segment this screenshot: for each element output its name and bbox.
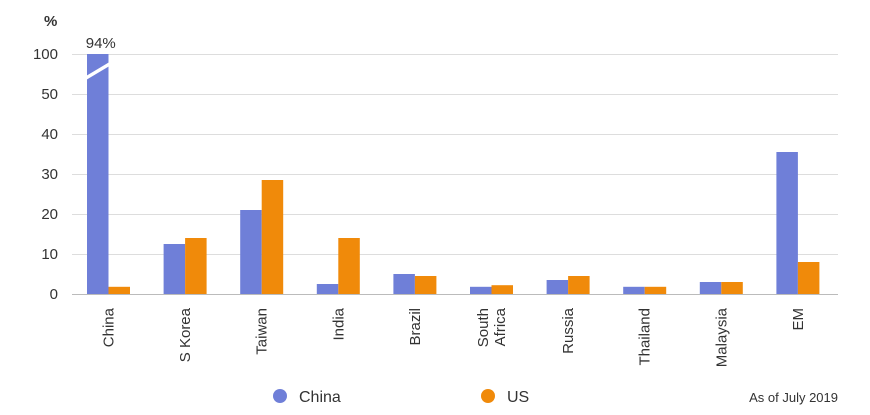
bar-us-brazil [414, 276, 437, 294]
category-label: Thailand [637, 308, 654, 366]
legend-swatch-us [481, 389, 495, 403]
bar-us-thailand [644, 286, 667, 294]
bar-us-china [108, 286, 130, 294]
y-axis-label: % [44, 13, 57, 30]
bar-us-russia [568, 276, 590, 294]
category-label: Malaysia [713, 307, 730, 367]
category-label-text: Brazil [407, 308, 424, 346]
category-label: SouthAfrica [475, 307, 509, 347]
y-tick-label: 0 [50, 286, 58, 303]
category-label-line: Taiwan [254, 308, 271, 355]
y-tick-label: 100 [33, 46, 58, 63]
y-axis-ticks: 0 10 20 30 40 50 100 [33, 46, 58, 303]
category-label: Russia [560, 307, 577, 354]
bar-china-india [316, 284, 339, 294]
y-tick-label: 20 [41, 206, 58, 223]
y-tick-label: 40 [41, 126, 58, 143]
category-label-text: Malaysia [713, 307, 730, 367]
category-label-line: S Korea [177, 307, 194, 362]
category-label: S Korea [177, 307, 194, 362]
category-label: Brazil [407, 308, 424, 346]
category-label: EM [790, 308, 807, 331]
axis-break-mark [86, 62, 110, 80]
category-label-text: Thailand [637, 308, 654, 366]
bar-china-malaysia [699, 282, 722, 294]
bar-china-brazil [393, 274, 415, 294]
category-label-line: Thailand [637, 308, 654, 366]
legend-label-us: US [507, 389, 529, 406]
category-label-text: S Korea [177, 307, 194, 362]
axis-break-marks [86, 62, 110, 80]
data-label: 94% [86, 35, 116, 52]
category-label: Taiwan [254, 308, 271, 355]
category-label-line: Malaysia [713, 307, 730, 367]
category-label-line: Africa [492, 307, 509, 346]
annotations: 94% [86, 35, 116, 52]
category-label-line: Brazil [407, 308, 424, 346]
bar-china-s-korea [163, 244, 186, 294]
date-note: As of July 2019 [749, 390, 838, 405]
category-label-text: China [101, 307, 118, 347]
legend: China US [273, 389, 529, 406]
category-label-text: Taiwan [254, 308, 271, 355]
bar-us-south-africa [491, 285, 513, 294]
category-label: China [101, 307, 118, 347]
bar-china-em [776, 152, 798, 294]
category-label-text: SouthAfrica [475, 307, 509, 347]
category-labels: China S Korea Taiwan India Brazil SouthAfrica… [101, 307, 807, 367]
category-label-line: India [330, 307, 347, 340]
category-label-text: India [330, 307, 347, 340]
category-label: India [330, 307, 347, 340]
bar-china-south-africa [470, 286, 492, 294]
bar-china-thailand [623, 286, 645, 294]
category-label-text: EM [790, 308, 807, 331]
y-tick-label: 10 [41, 246, 58, 263]
y-tick-label: 30 [41, 166, 58, 183]
category-label-line: South [475, 308, 492, 347]
category-label-line: Russia [560, 307, 577, 354]
bar-us-malaysia [721, 282, 743, 294]
category-label-text: Russia [560, 307, 577, 354]
bar-china-russia [546, 280, 569, 294]
category-label-line: EM [790, 308, 807, 331]
bar-us-s-korea [185, 238, 207, 294]
bar-us-em [797, 262, 820, 294]
gridlines [72, 54, 838, 255]
bar-china-china [87, 54, 109, 294]
bar-us-taiwan [261, 180, 284, 294]
bar-china-taiwan [240, 210, 262, 294]
category-label-line: China [101, 307, 118, 347]
legend-label-china: China [299, 389, 341, 406]
y-tick-label: 50 [41, 86, 58, 103]
bar-us-india [338, 238, 360, 294]
legend-swatch-china [273, 389, 287, 403]
bars [87, 54, 820, 294]
